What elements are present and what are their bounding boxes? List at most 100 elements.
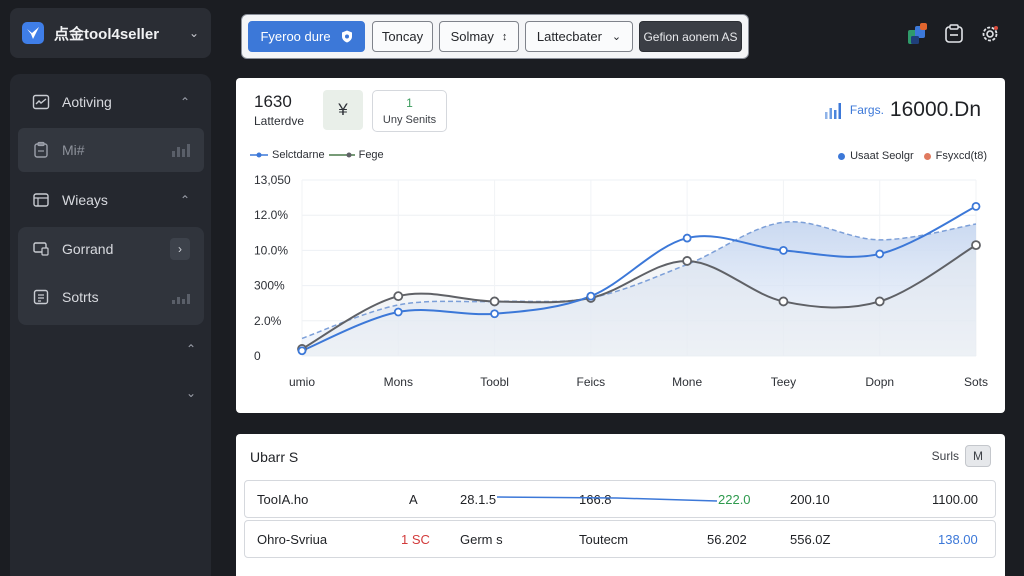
sidebar: Aotiving ⌃ Mi# Wieays ⌃ Gorrand › Sotrts… — [10, 74, 211, 576]
chevron-up-icon[interactable]: ⌃ — [179, 193, 190, 207]
chevron-down-icon[interactable]: ⌄ — [186, 386, 197, 400]
data-point — [779, 246, 788, 255]
lattecbater-dropdown[interactable]: Lattecbater ⌄ — [525, 21, 633, 52]
app-grid-icon[interactable] — [906, 22, 930, 46]
y-tick-label: 12.0% — [254, 208, 288, 222]
line-chart: 0 2.0% 300% 10.0% 12.0% 13,050 umio Mons Toobl Fe… — [254, 173, 988, 389]
series-area — [302, 245, 976, 356]
toolbar-button-label: Solmay — [450, 29, 494, 44]
data-point — [874, 296, 885, 307]
toolbar-button-label: Fyeroo dure — [260, 29, 331, 44]
y-tick-label: 300% — [254, 279, 285, 293]
sidebar-item-wieays[interactable]: Wieays ⌃ — [18, 178, 204, 222]
data-point — [393, 291, 404, 302]
primary-filter-button[interactable]: Fyeroo dure — [248, 21, 365, 52]
data-point — [489, 296, 500, 307]
table-cell: TooIA.ho — [257, 492, 309, 507]
table-cell: 222.0 — [718, 492, 751, 507]
sidebar-item-activity[interactable]: Aotiving ⌃ — [18, 80, 204, 124]
legend-dot — [923, 152, 931, 160]
unit-value: 1 — [406, 96, 413, 110]
fargs-summary: Fargs. 16000.Dn — [824, 98, 981, 122]
data-point — [971, 202, 981, 211]
sidebar-item-gorrand[interactable]: Gorrand › — [18, 227, 204, 271]
series-line — [301, 205, 977, 352]
table-title: Ubarr S — [250, 449, 299, 465]
table-controls: Surls M — [932, 445, 991, 467]
data-point — [393, 307, 403, 317]
x-tick-label: Teey — [771, 375, 796, 389]
sidebar-item-label: Mi# — [62, 142, 85, 158]
chevron-up-icon[interactable]: ⌃ — [186, 342, 197, 356]
data-point — [490, 309, 499, 319]
filter-toolbar: Fyeroo dure Toncay Solmay ↕ Lattecbater ⌄ … — [241, 14, 749, 59]
table-cell: 166.8 — [579, 492, 612, 507]
gefion-button[interactable]: Gefion aonem AS — [639, 21, 742, 52]
window-icon — [32, 191, 50, 209]
data-point — [682, 256, 693, 266]
trend-line — [497, 496, 718, 502]
table-cell: A — [409, 492, 418, 507]
data-point — [297, 346, 307, 356]
series-line — [301, 220, 977, 340]
unit-label: Uny Senits — [382, 114, 437, 126]
table-cell: 1 SC — [401, 532, 430, 547]
x-tick-label: Sots — [964, 375, 988, 389]
table-cell: Germ s — [460, 532, 503, 547]
bar-chart-icon — [824, 101, 844, 119]
save-icon[interactable] — [942, 22, 966, 46]
sort-icon: ↕ — [501, 30, 508, 43]
data-point — [586, 291, 596, 301]
table-row[interactable]: Ohro-Svriua 1 SC Germ s Toutecm 56.202 5… — [244, 520, 996, 558]
x-tick-label: Toobl — [480, 375, 509, 389]
bars-icon — [172, 143, 190, 157]
chart-legend-left: Selctdarne Fege — [250, 149, 384, 161]
activity-icon — [32, 93, 50, 111]
unit-box[interactable]: 1 Uny Senits — [372, 90, 447, 132]
sidebar-item-label: Sotrts — [62, 289, 99, 305]
sidebar-item-sotrts[interactable]: Sotrts — [18, 275, 204, 319]
toolbar-button-label: Gefion aonem AS — [643, 29, 738, 44]
table-row[interactable]: TooIA.ho A 28.1.5 166.8 222.0 200.10 110… — [244, 480, 996, 518]
data-point — [778, 296, 789, 307]
sidebar-item-label: Aotiving — [62, 94, 112, 110]
table-cell: Ohro-Svriua — [257, 532, 328, 547]
yen-icon[interactable]: ¥ — [323, 90, 363, 130]
toncay-button[interactable]: Toncay — [372, 21, 433, 52]
chevron-up-icon[interactable]: ⌃ — [179, 95, 190, 109]
chevron-down-icon[interactable]: ⌄ — [188, 26, 199, 40]
chevron-right-icon[interactable]: › — [170, 238, 190, 260]
sidebar-item-mi[interactable]: Mi# — [18, 128, 204, 172]
toolbar-button-label: Toncay — [381, 29, 424, 44]
legend-dot — [838, 152, 846, 160]
clipboard-icon — [32, 141, 50, 159]
x-tick-label: umio — [289, 375, 315, 389]
table-cell: 56.202 — [707, 532, 747, 547]
y-tick-label: 13,050 — [254, 173, 291, 187]
table-cell: 556.0Z — [790, 532, 831, 547]
legend-item[interactable]: Fsyxcd(t8) — [935, 150, 987, 162]
x-tick-label: Mone — [672, 375, 702, 389]
shield-icon — [341, 30, 353, 43]
legend-line-icon — [328, 152, 355, 158]
table-cell: 200.10 — [790, 492, 830, 507]
series-line — [301, 244, 977, 350]
data-point — [682, 233, 692, 243]
legend-item[interactable]: Selctdarne — [272, 149, 325, 161]
brand-name: 点金tool4seller — [54, 25, 160, 43]
legend-item[interactable]: Usaat Seolgr — [850, 150, 914, 162]
table-mode-button[interactable]: M — [965, 445, 991, 467]
table-card: Ubarr S Surls M TooIA.ho A 28.1.5 166.8 … — [236, 434, 1005, 576]
sidebar-item-label: Wieays — [62, 192, 108, 208]
brand-logo — [22, 22, 44, 44]
solmay-button[interactable]: Solmay ↕ — [439, 21, 519, 52]
fargs-label: Fargs. — [849, 103, 884, 117]
legend-item[interactable]: Fege — [358, 149, 384, 161]
fargs-value: 16000.Dn — [889, 98, 981, 121]
x-tick-label: Feics — [577, 375, 606, 389]
toolbar-button-label: Lattecbater — [536, 29, 602, 44]
gear-icon[interactable] — [978, 22, 1002, 46]
x-tick-label: Mons — [384, 375, 413, 389]
chevron-down-icon: ⌄ — [611, 31, 622, 43]
brand-switcher[interactable]: 点金tool4seller ⌄ — [10, 8, 211, 58]
